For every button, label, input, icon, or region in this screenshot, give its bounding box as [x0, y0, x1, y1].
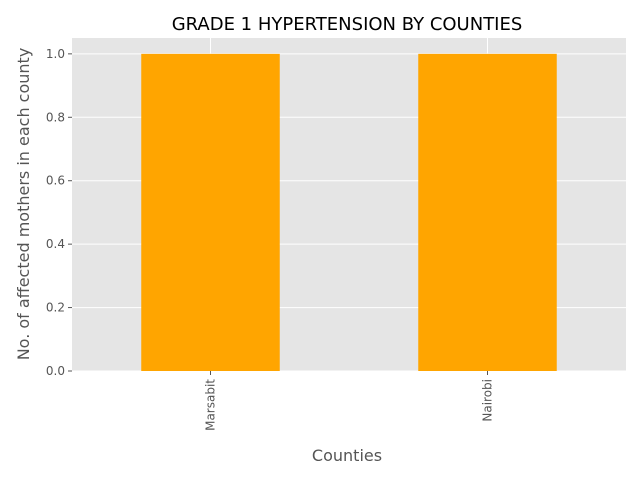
y-tick-label: 0.2	[46, 301, 65, 315]
x-tick-label: Marsabit	[204, 379, 218, 431]
y-tick-label: 1.0	[46, 47, 65, 61]
y-tick-label: 0.8	[46, 110, 65, 124]
y-tick-label: 0.4	[46, 237, 65, 251]
chart-title: GRADE 1 HYPERTENSION BY COUNTIES	[172, 14, 523, 35]
bar-nairobi	[418, 53, 557, 371]
x-tick-label: Nairobi	[481, 379, 495, 422]
y-axis-ticks: 0.0 0.2 0.4 0.6 0.8 1.0	[46, 47, 72, 378]
y-tick-label: 0.0	[46, 364, 65, 378]
bars	[141, 53, 557, 371]
x-axis-label: Counties	[312, 446, 382, 465]
y-tick-label: 0.6	[46, 174, 65, 188]
bar-marsabit	[141, 53, 280, 371]
x-axis-ticks: Marsabit Nairobi	[204, 371, 495, 431]
y-axis-label: No. of affected mothers in each county	[14, 48, 33, 361]
